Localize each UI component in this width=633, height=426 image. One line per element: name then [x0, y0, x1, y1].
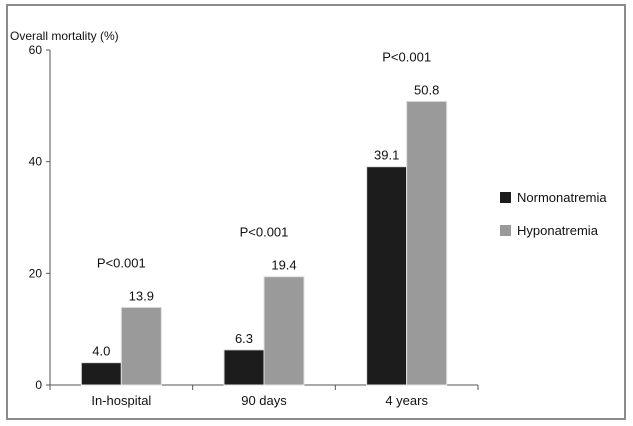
data-label: 4.0 [92, 344, 110, 359]
data-label: 39.1 [374, 148, 399, 163]
y-tick-label: 0 [35, 378, 42, 392]
x-tick-label: In-hospital [91, 393, 151, 408]
legend: Normonatremia Hyponatremia [500, 190, 607, 238]
bars: 4.0 13.9 P<0.001 6.3 19.4 P<0.001 39.1 50.8 P<0.… [80, 49, 448, 386]
y-tick-label: 20 [29, 266, 43, 280]
bar-hyponatremia-0 [120, 306, 162, 386]
legend-swatch [500, 225, 511, 236]
legend-label: Normonatremia [517, 190, 607, 205]
p-value-annotation: P<0.001 [97, 255, 146, 270]
y-tick-label: 40 [29, 155, 43, 169]
legend-label: Hyponatremia [517, 223, 599, 238]
y-axis: 0 20 40 60 [29, 43, 51, 392]
bar-normonatremia-0 [80, 362, 122, 386]
data-label: 13.9 [129, 288, 154, 303]
bar-normonatremia-1 [223, 349, 265, 386]
chart-frame [6, 4, 626, 420]
y-tick-label: 60 [29, 43, 43, 57]
bar-normonatremia-2 [366, 166, 408, 386]
data-label: 19.4 [271, 258, 296, 273]
x-tick-label: 90 days [241, 393, 287, 408]
data-label: 50.8 [414, 82, 439, 97]
legend-swatch [500, 192, 511, 203]
p-value-annotation: P<0.001 [382, 49, 431, 64]
data-label: 6.3 [235, 331, 253, 346]
y-axis-title: Overall mortality (%) [10, 29, 119, 43]
bar-hyponatremia-2 [406, 100, 448, 386]
bar-hyponatremia-1 [263, 276, 305, 386]
p-value-annotation: P<0.001 [240, 225, 289, 240]
x-axis: In-hospital 90 days 4 years [49, 384, 479, 408]
x-tick-label: 4 years [385, 393, 428, 408]
